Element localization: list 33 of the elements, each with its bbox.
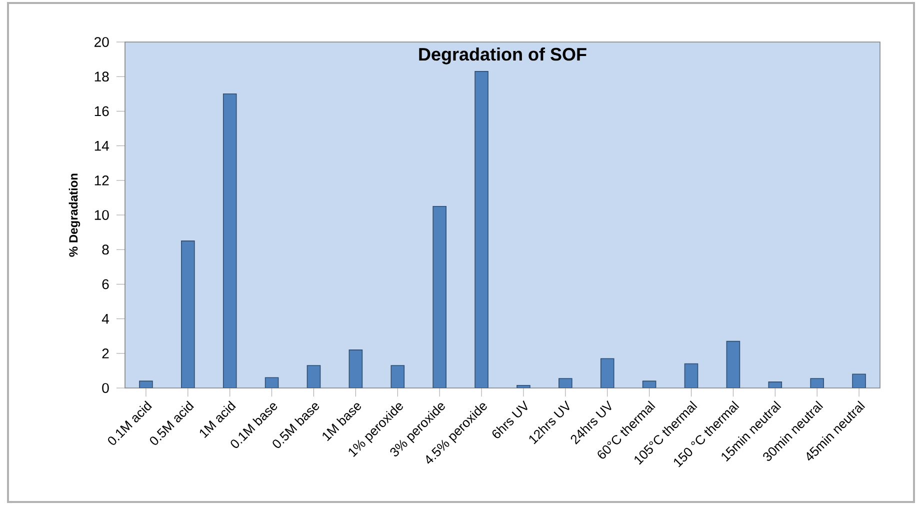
bar [432, 206, 446, 388]
bar [558, 378, 572, 388]
bar [600, 358, 614, 388]
bar [139, 380, 153, 388]
chart-title: Degradation of SOF [419, 47, 586, 64]
bar [684, 363, 698, 388]
y-tick-label: 2 [102, 348, 109, 358]
y-tick-label: 20 [94, 37, 109, 47]
bar [306, 365, 321, 388]
bar [852, 374, 866, 388]
y-axis-title: % Degradation [68, 174, 80, 257]
y-tick-label: 10 [94, 210, 109, 220]
y-tick-label: 6 [102, 279, 109, 290]
y-tick-label: 8 [102, 244, 109, 255]
y-tick-label: 4 [102, 314, 109, 324]
bar [222, 94, 237, 388]
bar [768, 382, 782, 388]
bar [474, 71, 488, 388]
x-tick-label: 1M acid [200, 400, 236, 438]
y-tick-label: 18 [94, 72, 109, 82]
bar [516, 385, 530, 388]
bar [348, 350, 363, 388]
bar [390, 365, 405, 388]
y-tick-label: 0 [102, 383, 109, 393]
bar [726, 340, 740, 388]
y-tick-label: 14 [94, 140, 109, 151]
x-tick-label: 6hrs UV [492, 400, 528, 438]
y-tick-label: 12 [94, 176, 109, 186]
bar [181, 240, 195, 388]
y-tick-label: 16 [94, 106, 109, 116]
bar [264, 377, 279, 388]
bar [642, 380, 656, 388]
bar [810, 378, 824, 388]
